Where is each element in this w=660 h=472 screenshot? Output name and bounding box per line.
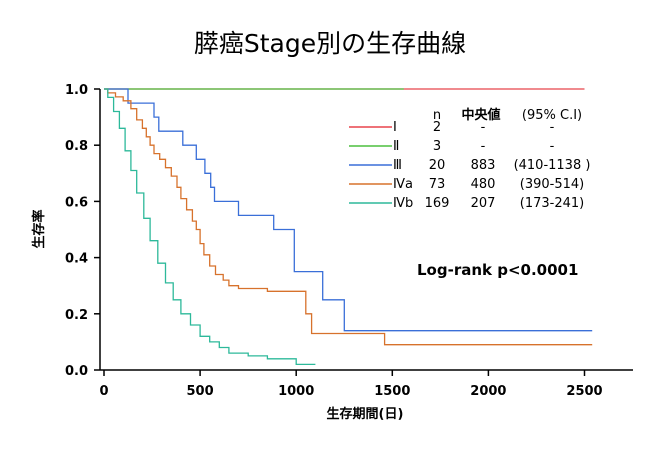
chart-title: 膵癌Stage別の生存曲線 xyxy=(194,29,466,58)
legend-ci: (173-241) xyxy=(520,196,584,211)
x-tick-label: 2000 xyxy=(470,384,506,399)
legend-median: 207 xyxy=(471,196,496,211)
legend-median: 480 xyxy=(471,177,496,192)
survival-curve-series-3 xyxy=(104,88,593,332)
x-axis-title: 生存期間(日) xyxy=(327,406,404,422)
x-tick-label: 500 xyxy=(187,384,214,399)
legend-n: 73 xyxy=(429,177,446,192)
legend-n: 20 xyxy=(429,158,446,173)
survival-curve-series-5 xyxy=(104,88,316,366)
x-tick-label: 2500 xyxy=(566,384,602,399)
legend-stage: Ⅳb xyxy=(393,196,413,211)
legend-stage: Ⅱ xyxy=(393,139,399,154)
y-tick-label: 0.8 xyxy=(65,139,88,154)
y-tick-label: 0.6 xyxy=(65,195,88,210)
x-tick-label: 0 xyxy=(99,384,108,399)
legend-ci: (410-1138 ) xyxy=(514,158,591,173)
legend-n: 2 xyxy=(433,120,441,135)
legend-n: 169 xyxy=(425,196,450,211)
x-tick-label: 1500 xyxy=(374,384,410,399)
legend-stage: Ⅲ xyxy=(393,158,402,173)
survival-curves xyxy=(104,88,593,366)
x-ticks: 0 500 1000 1500 2000 2500 xyxy=(99,370,603,399)
legend: n 中央値 (95% C.I) Ⅰ 2 - - Ⅱ 3 - - Ⅲ 20 883 (410-1138 … xyxy=(349,107,590,211)
legend-median: 883 xyxy=(471,158,496,173)
survival-curve-series-4 xyxy=(104,88,593,346)
logrank-annotation: Log-rank p<0.0001 xyxy=(417,261,578,279)
y-ticks: 0.0 0.2 0.4 0.6 0.8 1.0 xyxy=(65,83,100,379)
legend-ci: - xyxy=(550,120,555,135)
legend-median: - xyxy=(481,139,486,154)
x-tick-label: 1000 xyxy=(278,384,314,399)
legend-ci: (390-514) xyxy=(520,177,584,192)
legend-header-n: n xyxy=(433,108,441,123)
legend-ci: - xyxy=(550,139,555,154)
legend-n: 3 xyxy=(433,139,441,154)
y-tick-label: 0.0 xyxy=(65,364,88,379)
legend-header-ci: (95% C.I) xyxy=(522,108,582,123)
legend-stage: Ⅰ xyxy=(393,120,397,135)
y-axis-title: 生存率 xyxy=(31,209,47,248)
legend-median: - xyxy=(481,120,486,135)
legend-header-median: 中央値 xyxy=(461,107,500,123)
y-tick-label: 1.0 xyxy=(65,83,88,98)
plot-axes xyxy=(99,89,633,371)
y-tick-label: 0.2 xyxy=(65,308,88,323)
legend-stage: Ⅳa xyxy=(393,177,413,192)
y-tick-label: 0.4 xyxy=(65,252,88,267)
